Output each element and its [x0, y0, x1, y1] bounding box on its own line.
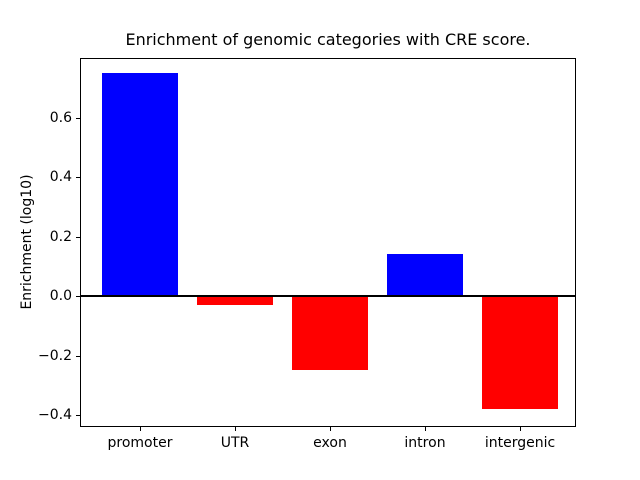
x-tick-label-intergenic: intergenic	[484, 435, 556, 451]
y-tick-label: 0.2	[49, 228, 72, 245]
x-tick-label-promoter: promoter	[107, 435, 173, 451]
y-tick	[76, 296, 80, 298]
x-tick	[425, 427, 426, 431]
y-tick-label: −0.2	[38, 347, 72, 364]
bar-intergenic	[482, 296, 558, 410]
y-tick-label: 0.0	[49, 288, 72, 305]
bar-promoter	[102, 72, 178, 297]
x-tick-label-UTR: UTR	[220, 435, 250, 451]
x-tick-label-exon: exon	[313, 435, 347, 451]
y-tick	[76, 355, 80, 357]
y-tick	[76, 236, 80, 238]
y-tick	[76, 415, 80, 417]
x-tick	[330, 427, 331, 431]
x-tick	[235, 427, 236, 431]
x-tick	[520, 427, 521, 431]
x-tick	[140, 427, 141, 431]
y-tick-label: −0.4	[38, 407, 72, 424]
y-tick-label: 0.6	[49, 109, 72, 126]
chart-title: Enrichment of genomic categories with CR…	[125, 30, 531, 49]
bar-exon	[292, 296, 368, 371]
y-tick	[76, 117, 80, 119]
bar-intron	[387, 254, 463, 297]
bar-UTR	[197, 296, 273, 305]
x-tick-label-intron: intron	[404, 435, 446, 451]
zero-line	[80, 295, 576, 298]
y-tick	[76, 177, 80, 179]
y-tick-label: 0.4	[49, 169, 72, 186]
